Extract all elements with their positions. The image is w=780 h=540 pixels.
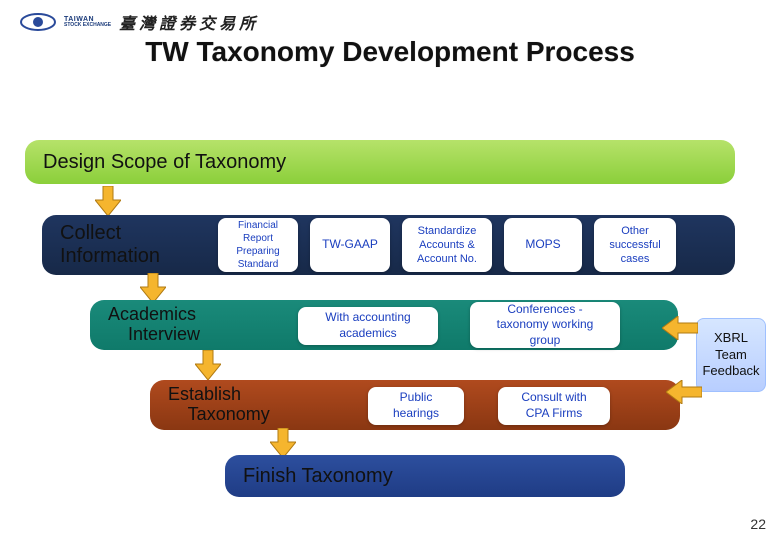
arrow-down-icon [270,428,296,458]
taiwan-logo-text: TAIWAN STOCK EXCHANGE [64,16,111,28]
stage-label: Establish Taxonomy [168,385,270,425]
page-title: TW Taxonomy Development Process [0,36,780,68]
stage-design-scope: Design Scope of Taxonomy [25,140,735,184]
arrow-down-icon [195,350,221,380]
item-standardize-accounts: Standardize Accounts & Account No. [402,218,492,272]
arrow-left-icon [666,380,702,404]
arrow-left-icon [662,316,698,340]
item-mops: MOPS [504,218,582,272]
stage-finish-taxonomy: Finish Taxonomy [225,455,625,497]
item-public-hearings: Public hearings [368,387,464,425]
arrow-down-icon [140,273,166,303]
item-consult-cpa: Consult with CPA Firms [498,387,610,425]
item-accounting-academics: With accounting academics [298,307,438,345]
feedback-label: XBRL Team Feedback [702,330,759,381]
page-number: 22 [750,516,766,532]
arrow-down-icon [95,186,121,216]
stage-label: Collect Information [60,222,160,268]
stage-label: Academics Interview [108,305,200,345]
item-financial-report-std: Financial Report Preparing Standard [218,218,298,272]
stage-label: Design Scope of Taxonomy [43,151,286,174]
org-cjk-name: 臺灣證券交易所 [119,10,259,34]
twse-eye-logo-icon [20,12,56,32]
header: TAIWAN STOCK EXCHANGE 臺灣證券交易所 [0,0,780,34]
item-conferences-wg: Conferences - taxonomy working group [470,302,620,348]
item-tw-gaap: TW-GAAP [310,218,390,272]
stage-label: Finish Taxonomy [243,465,393,488]
item-other-cases: Other successful cases [594,218,676,272]
xbrl-feedback-box: XBRL Team Feedback [696,318,766,392]
org-en-bottom: STOCK EXCHANGE [64,23,111,28]
